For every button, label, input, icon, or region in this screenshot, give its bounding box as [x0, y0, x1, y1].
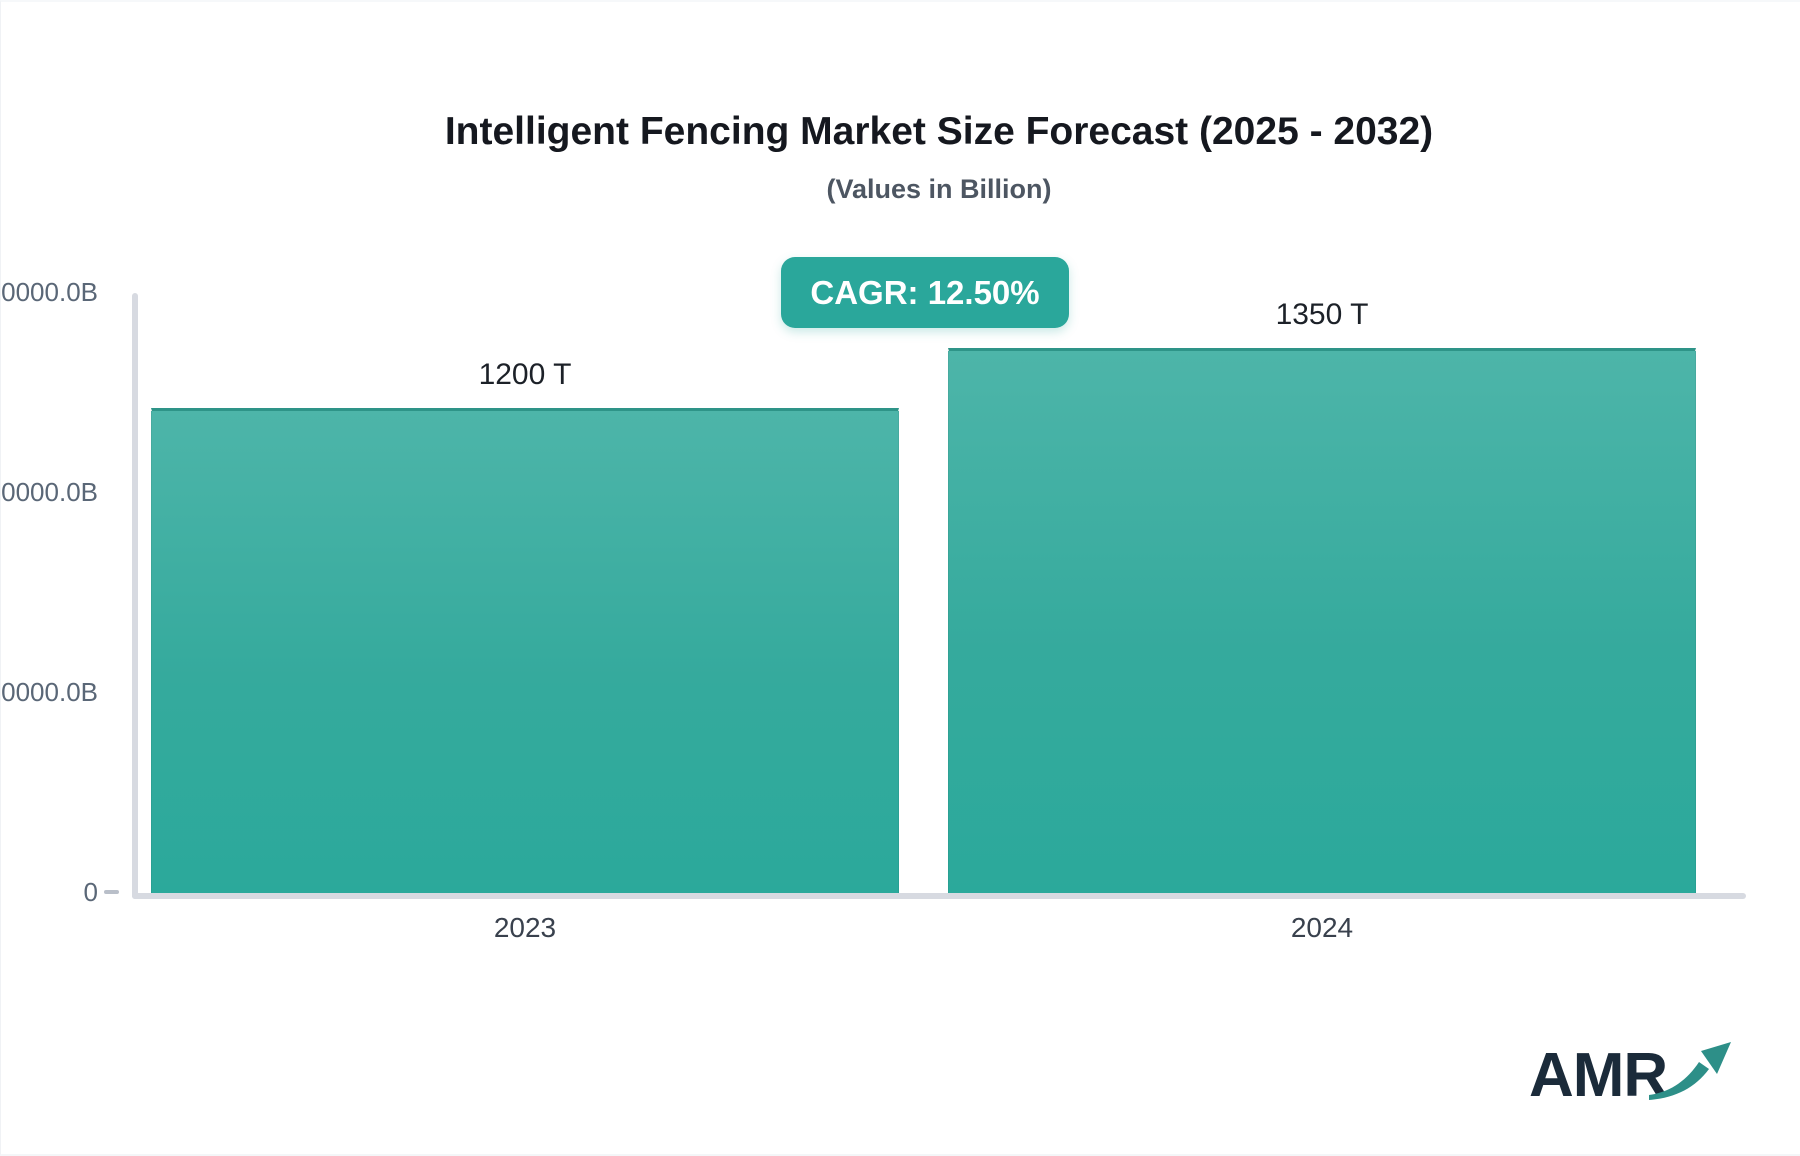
cagr-badge: CAGR: 12.50% — [781, 257, 1069, 328]
chart-title: Intelligent Fencing Market Size Forecast… — [444, 110, 1434, 153]
zero-tick-mark — [104, 890, 119, 894]
y-axis-tick-label: 0 — [83, 877, 98, 907]
y-axis-tick-label: 00000.0B — [1, 477, 98, 507]
bar-2023 — [151, 408, 899, 893]
cagr-badge-label: CAGR: 12.50% — [810, 273, 1040, 311]
amr-logo: AMR — [1529, 1032, 1731, 1112]
y-axis-line — [132, 293, 138, 899]
bar-value-label: 1200 T — [478, 358, 572, 391]
amr-logo-text: AMR — [1529, 1041, 1668, 1110]
chart-subtitle: (Values in Billion) — [826, 174, 1052, 204]
x-axis-label: 2024 — [1290, 912, 1354, 943]
logo-arrow-icon — [1649, 1042, 1731, 1100]
x-axis-label: 2023 — [493, 912, 557, 943]
bar-value-label: 1350 T — [1275, 298, 1369, 331]
y-axis-tick-label: 00000.0B — [1, 677, 98, 707]
x-axis-line — [132, 893, 1746, 899]
y-axis-tick-label: 00000.0B — [1, 277, 98, 307]
bar-2024 — [948, 348, 1696, 893]
